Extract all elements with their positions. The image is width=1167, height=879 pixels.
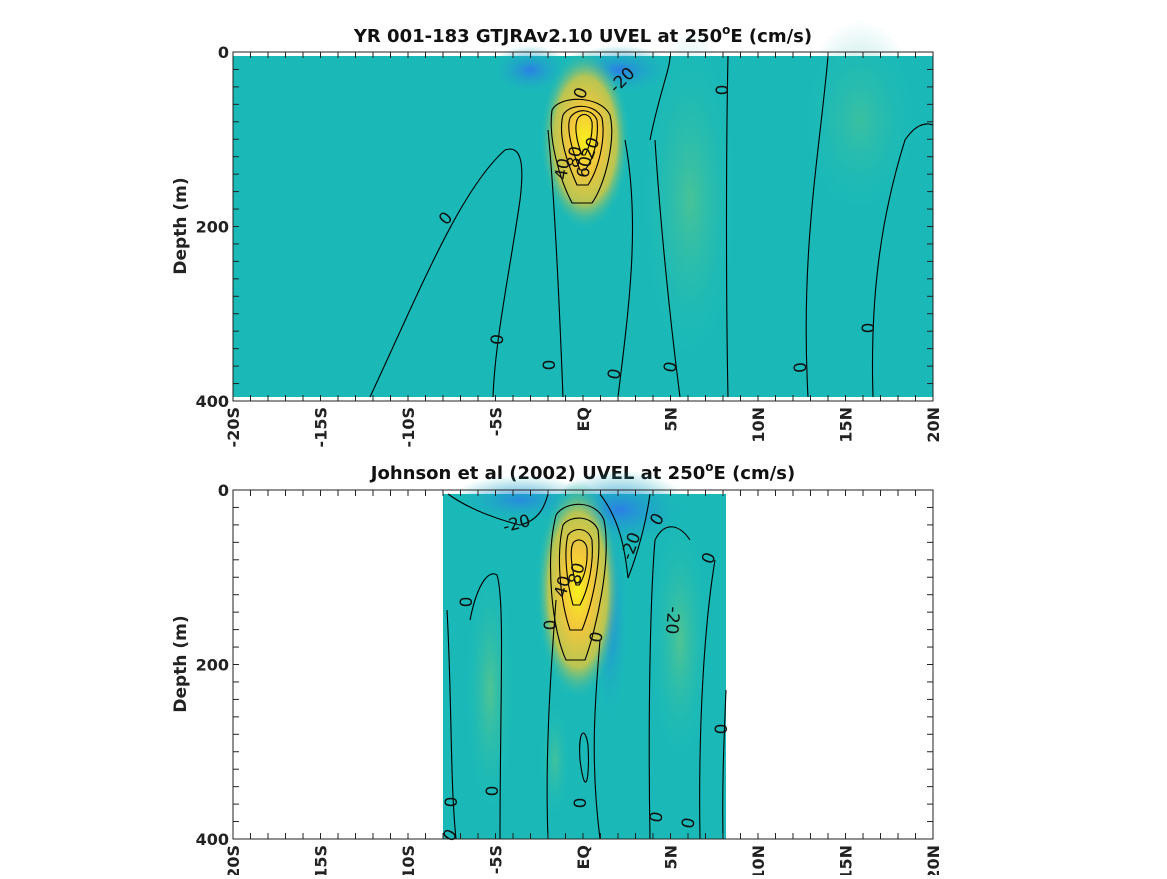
y-tick-label: 200: [196, 656, 229, 675]
x-tick-label: -5S: [487, 407, 506, 436]
contour-label: 0: [712, 724, 732, 735]
chart-panel-top: YR 001-183 GTJRAv2.10 UVEL at 250oE (cm/…: [171, 20, 943, 447]
contour-label: 40: [551, 157, 574, 182]
contour-label: 0: [571, 798, 591, 809]
contour-label: 0: [488, 333, 509, 346]
contour-label: 0: [713, 85, 733, 96]
y-tick-label: 400: [196, 392, 229, 411]
x-tick-labels-top: -20S -15S -10S -5S EQ 5N 10N 15N 20N: [224, 407, 943, 447]
contour-label: 0: [457, 597, 477, 608]
x-tick-label: -10S: [399, 407, 418, 447]
x-tick-label: -10S: [399, 845, 418, 875]
x-tick-label: EQ: [574, 845, 593, 870]
x-tick-label: -20S: [224, 407, 243, 447]
x-tick-label: 5N: [662, 407, 681, 432]
x-tick-label: -5S: [487, 845, 506, 874]
contour-label: 0: [540, 360, 560, 371]
y-tick-labels-bottom: 0 200 400: [196, 481, 229, 849]
y-tick-label: 200: [196, 218, 229, 237]
contour-label: 0: [678, 816, 700, 830]
contour-label: 0: [646, 810, 668, 824]
contour-lines-bottom: [446, 493, 727, 840]
contour-label: 0: [604, 367, 626, 381]
contour-label: 0: [541, 620, 561, 631]
x-tick-label: 15N: [837, 845, 856, 875]
contour-label: 80: [563, 145, 586, 170]
heatmap-field-bottom: [443, 470, 726, 839]
y-tick-labels-top: 0 200 400: [196, 43, 229, 411]
contour-label: 0: [586, 630, 608, 644]
contour-label: 0: [442, 797, 462, 808]
y-tick-label: 0: [218, 481, 229, 500]
axis-ticks-top: [232, 51, 934, 402]
chart-title-top: YR 001-183 GTJRAv2.10 UVEL at 250oE (cm/…: [353, 23, 812, 47]
contour-label: 0: [483, 786, 503, 797]
contour-label: -20: [661, 606, 683, 635]
heatmap-field-top: [233, 20, 933, 397]
x-tick-label: 15N: [837, 407, 856, 443]
x-tick-label: 10N: [749, 407, 768, 443]
x-tick-labels-bottom: -20S -15S -10S -5S EQ 5N 10N 15N 20N: [224, 845, 943, 879]
x-tick-label: -15S: [312, 845, 331, 875]
x-tick-label: EQ: [574, 407, 593, 432]
contour-label: 0: [791, 361, 812, 374]
x-tick-label: -20S: [224, 845, 243, 875]
contour-lines-top: [369, 55, 934, 398]
y-tick-label: 400: [196, 830, 229, 849]
contour-label: 0: [859, 323, 879, 334]
x-tick-label: 20N: [924, 407, 943, 443]
x-tick-label: 5N: [662, 845, 681, 870]
y-axis-label-top: Depth (m): [171, 177, 191, 274]
y-axis-label-bottom: Depth (m): [171, 615, 191, 712]
x-tick-label: -15S: [312, 407, 331, 447]
chart-panel-bottom: Johnson et al (2002) UVEL at 250oE (cm/s…: [171, 460, 943, 879]
y-tick-label: 0: [218, 43, 229, 62]
x-tick-label: 20N: [924, 845, 943, 875]
contour-label: 0: [660, 360, 682, 374]
contour-label: 60: [573, 155, 596, 180]
x-tick-label: 10N: [749, 845, 768, 875]
axis-ticks-bottom: [232, 489, 934, 840]
